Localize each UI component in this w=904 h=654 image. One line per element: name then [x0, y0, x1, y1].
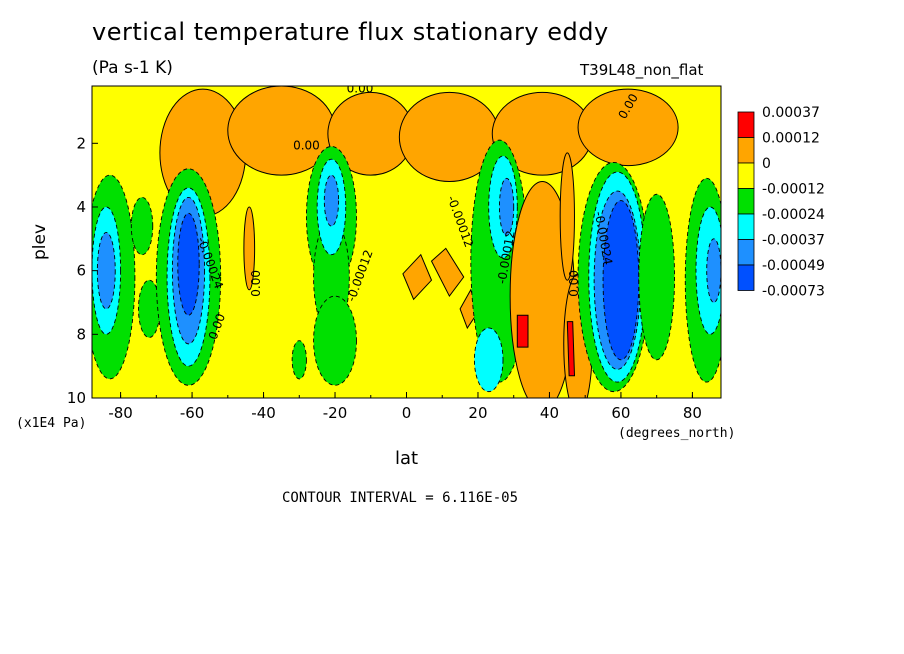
contour-region [402, 253, 433, 301]
legend-label: -0.00073 [762, 284, 825, 300]
contour-label: 0.00 [293, 139, 320, 153]
x-tick-label: 0 [402, 404, 412, 422]
contour-region [516, 314, 529, 348]
legend-label: -0.00049 [762, 258, 825, 274]
legend-swatch [737, 264, 755, 291]
dataset-label: T39L48_non_flat [580, 61, 704, 79]
contour-region [291, 340, 307, 380]
y-tick-label: 4 [76, 198, 86, 216]
x-tick-label: -20 [323, 404, 348, 422]
color-legend: 0.00037 0.00012 0 -0.00012 -0.00024 -0.00037 -… [737, 105, 825, 300]
legend-swatch [737, 213, 755, 240]
y-tick-label: 6 [76, 262, 86, 280]
x-tick-label: 20 [468, 404, 487, 422]
legend-label: -0.00037 [762, 233, 825, 249]
contour-region [473, 327, 504, 393]
legend-label: -0.00012 [762, 182, 825, 198]
legend-swatch [737, 137, 755, 164]
contour-region [130, 196, 154, 256]
contour-region [498, 177, 515, 237]
legend-label: 0.00037 [762, 105, 820, 121]
contour-interval-note: CONTOUR INTERVAL = 6.116E-05 [282, 490, 519, 506]
x-axis-label: lat [395, 448, 419, 469]
chart-title: vertical temperature flux stationary edd… [92, 18, 609, 46]
x-tick-label: -40 [251, 404, 276, 422]
x-tick-label: 40 [540, 404, 559, 422]
contour-region [323, 174, 340, 227]
contour-fill-regions [92, 86, 721, 398]
chart-subtitle: (Pa s-1 K) [92, 58, 173, 78]
x-axis-units: (degrees_north) [618, 426, 736, 441]
contour-label: 0.00 [347, 81, 374, 95]
x-axis-ticks: -80 -60 -40 -20 0 20 40 60 80 [108, 392, 702, 422]
legend-label: 0.00012 [762, 131, 820, 147]
contour-region [313, 295, 357, 386]
x-tick-label: -80 [108, 404, 133, 422]
y-axis-ticks: 2 4 6 8 10 [67, 134, 98, 407]
x-tick-label: -60 [180, 404, 205, 422]
contour-region [177, 212, 200, 316]
contour-region [430, 247, 465, 298]
x-tick-label: 60 [611, 404, 630, 422]
legend-label: 0 [762, 156, 771, 172]
legend-swatch [737, 162, 755, 189]
contour-label: 0.00 [249, 270, 263, 297]
contour-region [638, 193, 675, 361]
contour-region [243, 206, 256, 291]
y-tick-label: 2 [76, 134, 86, 152]
legend-label: -0.00024 [762, 207, 825, 223]
contour-label: 0.00 [567, 270, 581, 297]
legend-swatch [737, 239, 755, 266]
y-tick-label: 10 [67, 389, 86, 407]
legend-swatch [737, 111, 755, 138]
legend-swatch [737, 188, 755, 215]
contour-region [96, 231, 116, 310]
x-tick-label: 80 [683, 404, 702, 422]
y-axis-units: (x1E4 Pa) [16, 416, 87, 431]
contour-region [559, 152, 575, 281]
y-tick-label: 8 [76, 325, 86, 343]
contour-region [566, 321, 576, 377]
contour-region [577, 88, 679, 167]
contour-region [706, 238, 721, 303]
